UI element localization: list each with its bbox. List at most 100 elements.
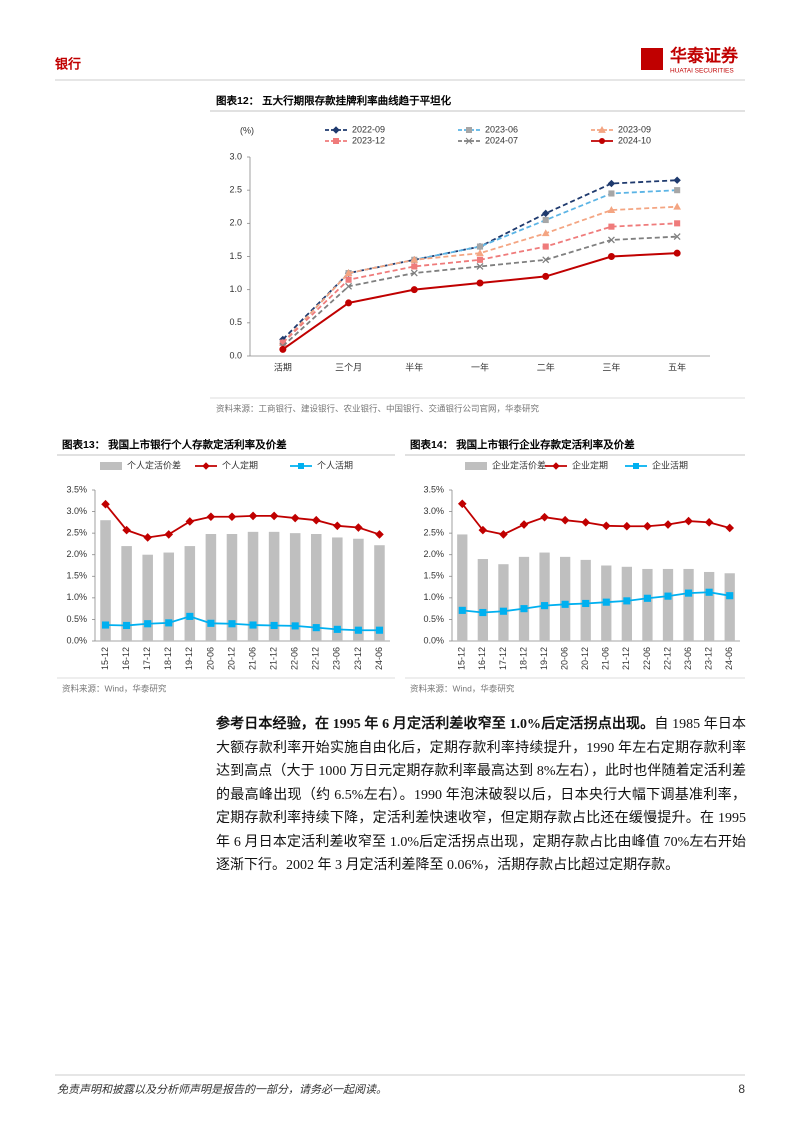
chart-title: 图表12： 五大行期限存款挂牌利率曲线趋于平坦化 [216,94,452,107]
marker [410,255,419,263]
marker [478,525,488,535]
legend-marker [598,125,606,133]
legend-label: 企业定期 [572,459,608,470]
legend-label: 2023-06 [485,124,518,134]
bar [163,552,175,641]
x-tick-label: 17-12 [498,647,508,670]
series-line [282,205,678,344]
bar [704,571,715,641]
legend-marker [552,462,560,470]
y-tick-label: 0.0% [66,635,87,645]
marker [705,588,713,596]
marker [185,517,195,526]
x-tick-label: 三年 [602,361,620,372]
x-tick-label: 22-06 [290,647,300,670]
marker [542,272,550,280]
x-tick-label: 23-12 [353,647,363,670]
y-tick-label: 0.5 [229,317,242,327]
x-tick-label: 16-12 [477,647,487,670]
logo-icon [641,48,663,70]
y-tick-label: 1.0 [229,284,242,294]
y-tick-label: 2.5 [229,185,242,195]
legend-label: 个人定活价差 [127,459,181,470]
marker [684,516,693,526]
bar [560,556,571,641]
legend-swatch [100,462,122,470]
marker [685,589,693,597]
marker [333,521,342,531]
marker [561,600,569,608]
legend-label: 2023-09 [618,124,651,134]
x-tick-label: 19-12 [539,647,549,670]
x-tick-label: 22-12 [662,647,672,670]
marker [607,236,615,244]
marker [663,520,673,529]
legend-label: 2022-09 [352,124,385,134]
marker [673,249,681,257]
marker [541,602,549,610]
legend-label: 企业定活价差 [492,459,546,470]
y-tick-label: 0.5% [423,614,444,624]
x-tick-label: 23-06 [683,647,693,670]
x-tick-label: 21-12 [268,647,278,670]
marker [542,256,550,264]
bar [205,534,217,641]
marker [312,624,320,632]
marker [476,256,484,263]
lead-text: 参考日本经验，在 1995 年 6 月定活利差收窄至 1.0%后定活拐点出现。 [216,717,655,732]
legend-label: 2024-07 [485,135,518,145]
marker [227,512,237,522]
marker [375,626,384,634]
marker [375,530,384,539]
legend-marker [202,462,210,470]
y-tick-label: 3.0 [229,151,242,161]
legend-marker [599,138,605,144]
x-tick-label: 二年 [537,361,555,372]
marker [207,619,215,627]
marker [674,220,681,227]
marker [123,621,131,630]
bar [683,568,694,641]
bar [457,534,468,641]
bar [518,556,530,641]
marker [623,597,631,605]
marker [542,216,549,224]
marker [643,521,652,531]
y-tick-label: 3.0% [66,506,87,516]
legend-marker [332,126,340,134]
bar [268,531,280,641]
bar [184,546,196,641]
series-line [282,252,678,351]
marker [499,607,507,615]
marker [410,286,418,294]
bar [477,559,488,641]
marker [542,209,550,218]
x-tick-label: 20-12 [226,647,236,670]
chart-title: 图表14： 我国上市银行企业存款定活利率及价差 [410,438,635,451]
x-tick-label: 24-06 [374,647,384,670]
legend-label: 个人活期 [317,459,353,470]
series-line [104,503,380,539]
x-tick-label: 21-12 [621,647,631,670]
marker [311,515,321,525]
x-tick-label: 20-06 [560,647,570,670]
y-tick-label: 3.5% [66,484,87,494]
marker [673,233,681,241]
marker [206,512,216,522]
page-number: 8 [738,1082,745,1096]
legend-marker [633,463,639,469]
marker [479,608,487,617]
marker [165,619,173,627]
marker [643,594,651,602]
source: 资料来源：Wind，华泰研究 [62,683,167,693]
marker [186,612,194,620]
x-tick-label: 22-06 [642,647,652,670]
legend-marker [298,463,304,469]
marker [411,263,418,270]
marker [164,530,174,539]
y-tick-label: 2.5% [66,528,87,538]
marker [674,187,681,194]
chart-title: 图表13： 我国上市银行个人存款定活利率及价差 [62,438,287,451]
marker [725,523,735,533]
